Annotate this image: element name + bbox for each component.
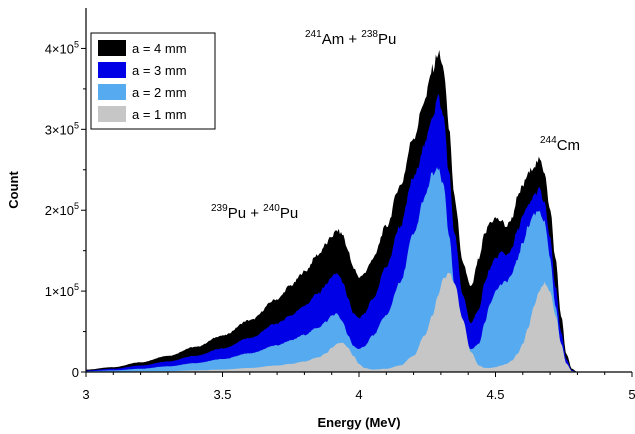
y-tick-label: 3×105: [45, 120, 79, 137]
annotation-pu239-pu240: 239Pu + 240Pu: [211, 203, 298, 222]
y-tick-label: 0: [72, 365, 79, 380]
y-tick-label: 4×105: [45, 39, 79, 56]
series-areas: [86, 49, 578, 373]
legend-label-1mm: a = 1 mm: [132, 107, 187, 122]
y-ticks: 0 1×105 2×105 3×105 4×105: [45, 39, 86, 380]
legend-label-4mm: a = 4 mm: [132, 41, 187, 56]
legend: a = 4 mm a = 3 mm a = 2 mm a = 1 mm: [90, 32, 216, 130]
x-tick-label: 5: [628, 387, 635, 402]
y-axis-title: Count: [6, 171, 21, 209]
y-tick-label: 1×105: [45, 282, 79, 299]
annotation-cm-iso1: 244: [540, 135, 557, 146]
x-axis-title: Energy (MeV): [317, 415, 400, 430]
annotation-pu-iso2: 240: [263, 203, 280, 214]
annotation-cm-el1: Cm: [557, 137, 580, 154]
annotation-cm244: 244Cm: [540, 135, 580, 154]
x-tick-label: 3.5: [213, 387, 231, 402]
legend-swatch-2mm: [98, 84, 126, 100]
y-tick-label: 2×105: [45, 201, 79, 218]
annotation-am-iso2: 238: [361, 29, 378, 40]
annotation-am-iso1: 241: [305, 29, 322, 40]
annotation-am-el2: Pu: [378, 31, 396, 48]
annotation-pu-el2: Pu: [280, 205, 298, 222]
x-ticks: 3 3.5 4 4.5 5: [82, 372, 635, 402]
legend-swatch-1mm: [98, 106, 126, 122]
legend-label-2mm: a = 2 mm: [132, 85, 187, 100]
legend-swatch-3mm: [98, 62, 126, 78]
annotation-pu-iso1: 239: [211, 203, 228, 214]
x-tick-label: 3: [82, 387, 89, 402]
legend-label-3mm: a = 3 mm: [132, 63, 187, 78]
series-area-1mm: [86, 272, 578, 372]
annotation-am-el1: Am +: [322, 31, 362, 48]
annotation-pu-el1: Pu +: [228, 205, 263, 222]
x-tick-label: 4: [355, 387, 362, 402]
x-tick-label: 4.5: [486, 387, 504, 402]
annotation-am241-pu238: 241Am + 238Pu: [305, 29, 396, 48]
legend-swatch-4mm: [98, 40, 126, 56]
